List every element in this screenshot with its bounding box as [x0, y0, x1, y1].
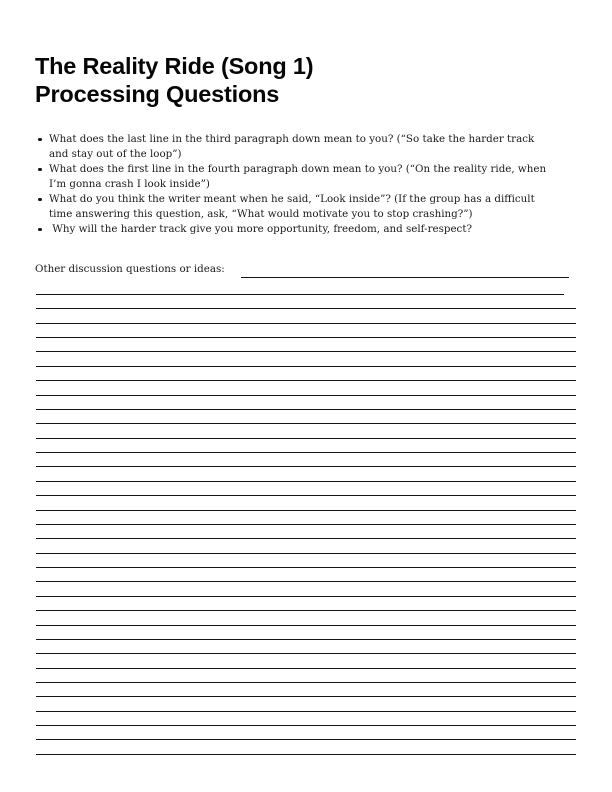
writing-line [36, 725, 576, 727]
writing-line [36, 322, 576, 324]
writing-line [36, 753, 576, 755]
writing-line [36, 423, 576, 425]
question-text: Why will the harder track give you more … [49, 223, 472, 235]
writing-line [36, 610, 576, 612]
bullet-dot-icon [38, 137, 42, 142]
bullet-dot-icon [38, 167, 42, 172]
writing-line [36, 394, 576, 396]
page-title-line1: The Reality Ride (Song 1) [35, 53, 314, 79]
writing-line [36, 653, 576, 655]
writing-line [36, 408, 576, 410]
bullet-dot-icon [38, 197, 42, 202]
writing-line [36, 380, 576, 382]
writing-line [36, 509, 576, 511]
writing-line [36, 351, 576, 353]
writing-line [36, 567, 576, 569]
writing-line [36, 308, 576, 310]
question-item: Why will the harder track give you more … [36, 222, 596, 237]
question-item: What does the first line in the fourth p… [36, 162, 596, 192]
other-questions-blank-line [241, 277, 569, 278]
page-title-line2: Processing Questions [35, 81, 280, 107]
writing-line [36, 480, 576, 482]
writing-line [36, 552, 576, 554]
writing-line [36, 638, 576, 640]
writing-line [36, 365, 576, 367]
writing-line [36, 294, 564, 295]
bullet-dot-icon [38, 227, 42, 232]
writing-line [36, 466, 576, 468]
page-title: The Reality Ride (Song 1) Processing Que… [35, 52, 314, 108]
question-text: What does the first line in the fourth p… [49, 163, 547, 190]
question-list: What does the last line in the third par… [36, 132, 596, 237]
question-text: What does the last line in the third par… [49, 133, 535, 160]
writing-line [36, 595, 576, 597]
writing-line [36, 696, 576, 698]
writing-line [36, 523, 576, 525]
other-questions-label: Other discussion questions or ideas: [35, 263, 225, 275]
question-text: What do you think the writer meant when … [49, 193, 535, 220]
writing-line [36, 452, 576, 454]
writing-line [36, 581, 576, 583]
writing-line [36, 538, 576, 540]
question-item: What do you think the writer meant when … [36, 192, 596, 222]
writing-line [36, 337, 576, 339]
writing-line [36, 667, 576, 669]
writing-line [36, 710, 576, 712]
question-item: What does the last line in the third par… [36, 132, 596, 162]
writing-line [36, 624, 576, 626]
writing-line [36, 437, 576, 439]
writing-line [36, 739, 576, 741]
writing-line [36, 495, 576, 497]
writing-line [36, 681, 576, 683]
